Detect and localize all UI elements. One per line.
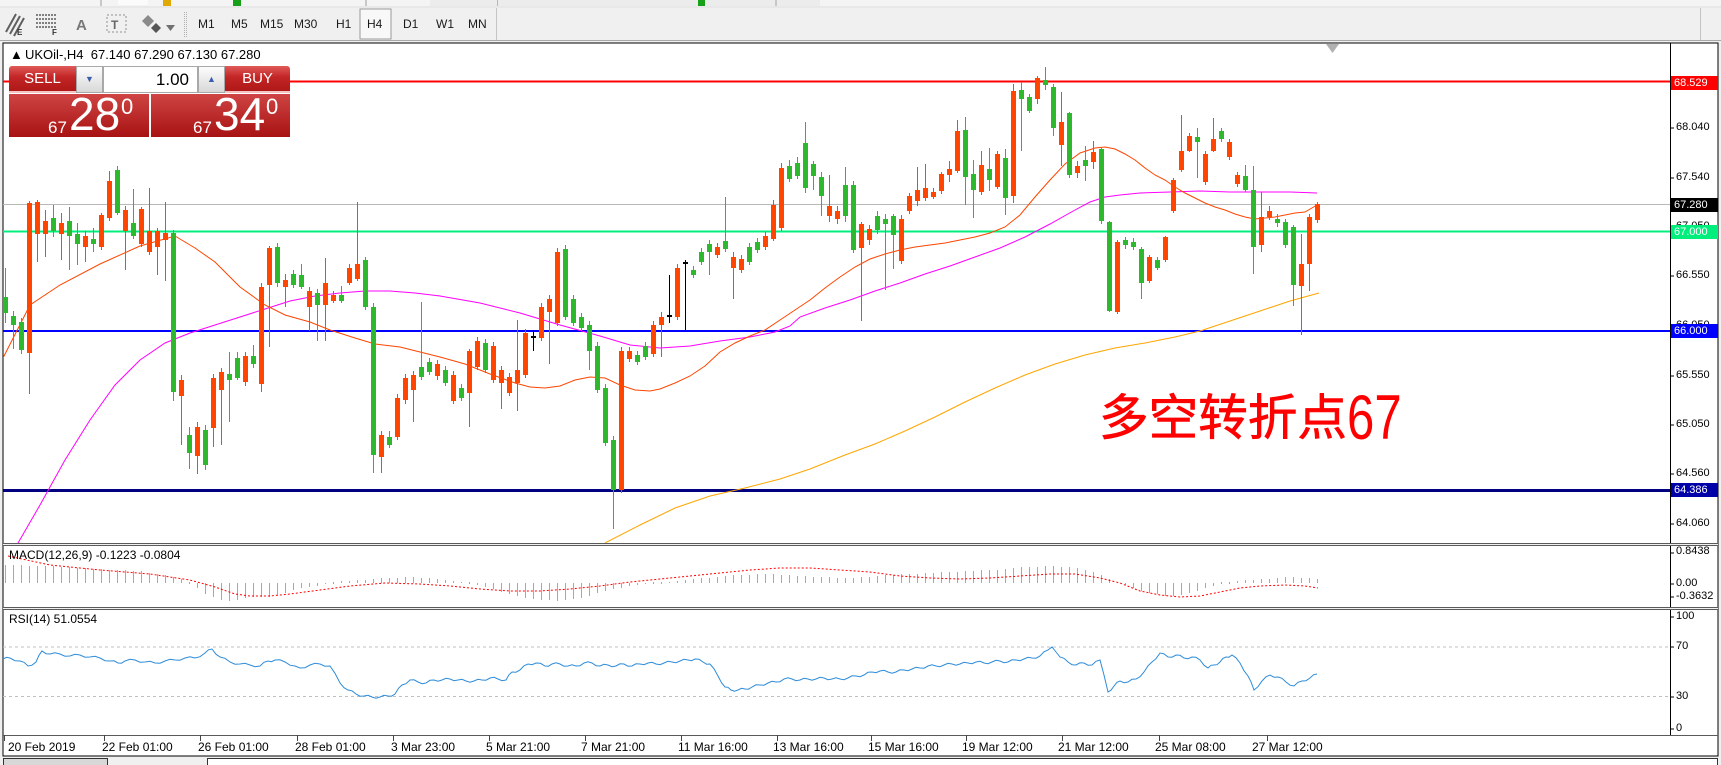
svg-text:T: T — [111, 18, 119, 32]
svg-text:D1: D1 — [403, 17, 419, 31]
svg-text:F: F — [52, 28, 57, 37]
svg-text:E: E — [17, 28, 23, 37]
svg-text:H4: H4 — [367, 17, 383, 31]
svg-text:M30: M30 — [294, 17, 318, 31]
svg-text:M5: M5 — [231, 17, 248, 31]
svg-text:W1: W1 — [436, 17, 454, 31]
svg-text:67: 67 — [1347, 382, 1402, 452]
svg-text:MN: MN — [468, 17, 487, 31]
svg-text:M1: M1 — [198, 17, 215, 31]
svg-text:H1: H1 — [336, 17, 352, 31]
svg-text:M15: M15 — [260, 17, 284, 31]
svg-text:A: A — [76, 17, 87, 34]
